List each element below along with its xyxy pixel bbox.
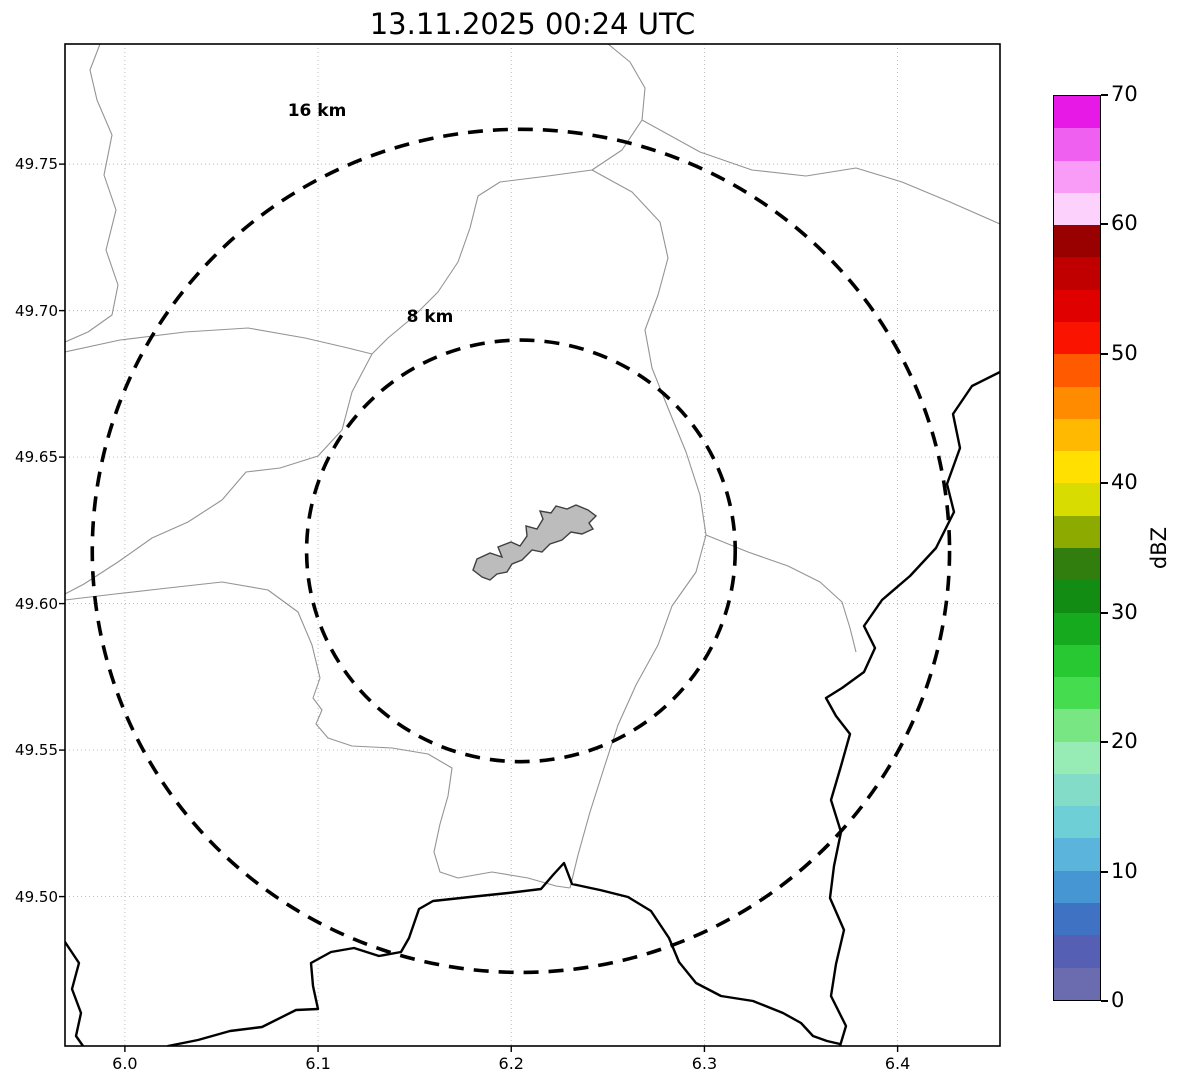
colorbar-segment	[1054, 192, 1100, 226]
colorbar-segment	[1054, 644, 1100, 678]
colorbar-segment	[1054, 96, 1100, 129]
country-border	[824, 370, 1000, 1046]
map-features	[65, 44, 1000, 1046]
country-border	[65, 940, 85, 1046]
colorbar-segment	[1054, 547, 1100, 581]
boundary-line	[641, 119, 1000, 225]
colorbar-segment	[1054, 418, 1100, 452]
colorbar-segment	[1054, 321, 1100, 355]
colorbar-tick-label: 40	[1111, 470, 1138, 495]
colorbar-segment	[1054, 128, 1100, 161]
y-tick-label: 49.60	[15, 594, 58, 613]
colorbar-segment	[1054, 870, 1100, 904]
colorbar-segment	[1054, 806, 1100, 839]
colorbar-tick-label: 0	[1111, 988, 1125, 1012]
boundary-line	[65, 353, 373, 595]
boundary-line	[569, 169, 707, 889]
x-tick-label: 6.1	[305, 1054, 331, 1073]
plot-title: 13.11.2025 00:24 UTC	[369, 7, 696, 41]
colorbar-segment	[1054, 612, 1100, 645]
y-tick-label: 49.50	[15, 887, 58, 906]
range-ring-16km	[90, 127, 952, 975]
colorbar-tick-mark	[1101, 611, 1108, 614]
boundary-line	[65, 327, 373, 355]
colorbar-segment	[1054, 903, 1100, 936]
boundary-line	[65, 44, 119, 343]
colorbar-tick-label: 70	[1111, 82, 1138, 106]
x-tick-label: 6.4	[884, 1054, 911, 1073]
colorbar-segment	[1054, 483, 1100, 516]
colorbar-segment	[1054, 386, 1100, 419]
boundary-line	[705, 534, 857, 653]
colorbar-tick-label: 10	[1111, 858, 1138, 883]
y-tick-label: 49.75	[15, 155, 58, 174]
colorbar-tick-mark	[1101, 1000, 1108, 1002]
colorbar-segment	[1054, 257, 1100, 290]
colorbar-segment	[1054, 935, 1100, 968]
colorbar-tick-mark	[1101, 94, 1108, 96]
colorbar-tick-label: 60	[1111, 211, 1138, 236]
colorbar-unit-label: dBZ	[1147, 526, 1171, 570]
range-ring-label: 16 km	[287, 101, 347, 121]
colorbar-segment	[1054, 225, 1100, 258]
colorbar-segment	[1054, 354, 1100, 387]
range-ring-label: 8 km	[406, 307, 454, 327]
colorbar-tick-mark	[1101, 482, 1108, 485]
colorbar-segment	[1054, 515, 1100, 548]
colorbar-segment	[1054, 677, 1100, 710]
colorbar-segment	[1054, 838, 1100, 871]
city-boundary	[472, 504, 598, 581]
colorbar-tick-mark	[1101, 223, 1108, 226]
colorbar-segment	[1054, 451, 1100, 484]
colorbar-tick-mark	[1101, 741, 1108, 744]
colorbar-segment	[1054, 773, 1100, 807]
y-tick-label: 49.70	[15, 301, 58, 320]
colorbar-tick-label: 50	[1111, 340, 1138, 365]
colorbar	[1053, 95, 1101, 1001]
y-tick-label: 49.55	[15, 741, 58, 760]
x-tick-label: 6.2	[498, 1054, 524, 1073]
colorbar-segment	[1054, 741, 1100, 774]
colorbar-segment	[1054, 580, 1100, 613]
colorbar-segment	[1054, 709, 1100, 742]
x-tick-label: 6.0	[112, 1054, 138, 1073]
colorbar-segment	[1054, 160, 1100, 193]
range-ring-8km	[304, 338, 738, 764]
y-tick-label: 49.65	[15, 448, 58, 467]
country-border	[166, 861, 842, 1046]
boundary-line	[371, 44, 646, 355]
plot-frame	[64, 43, 1001, 1047]
colorbar-tick-mark	[1101, 870, 1108, 873]
colorbar-tick-label: 20	[1111, 729, 1138, 754]
colorbar-segment	[1054, 967, 1100, 1000]
x-tick-label: 6.3	[691, 1054, 718, 1073]
colorbar-tick-label: 30	[1111, 599, 1138, 624]
colorbar-tick-mark	[1101, 352, 1108, 355]
boundary-line	[65, 581, 571, 889]
colorbar-segment	[1054, 289, 1100, 322]
